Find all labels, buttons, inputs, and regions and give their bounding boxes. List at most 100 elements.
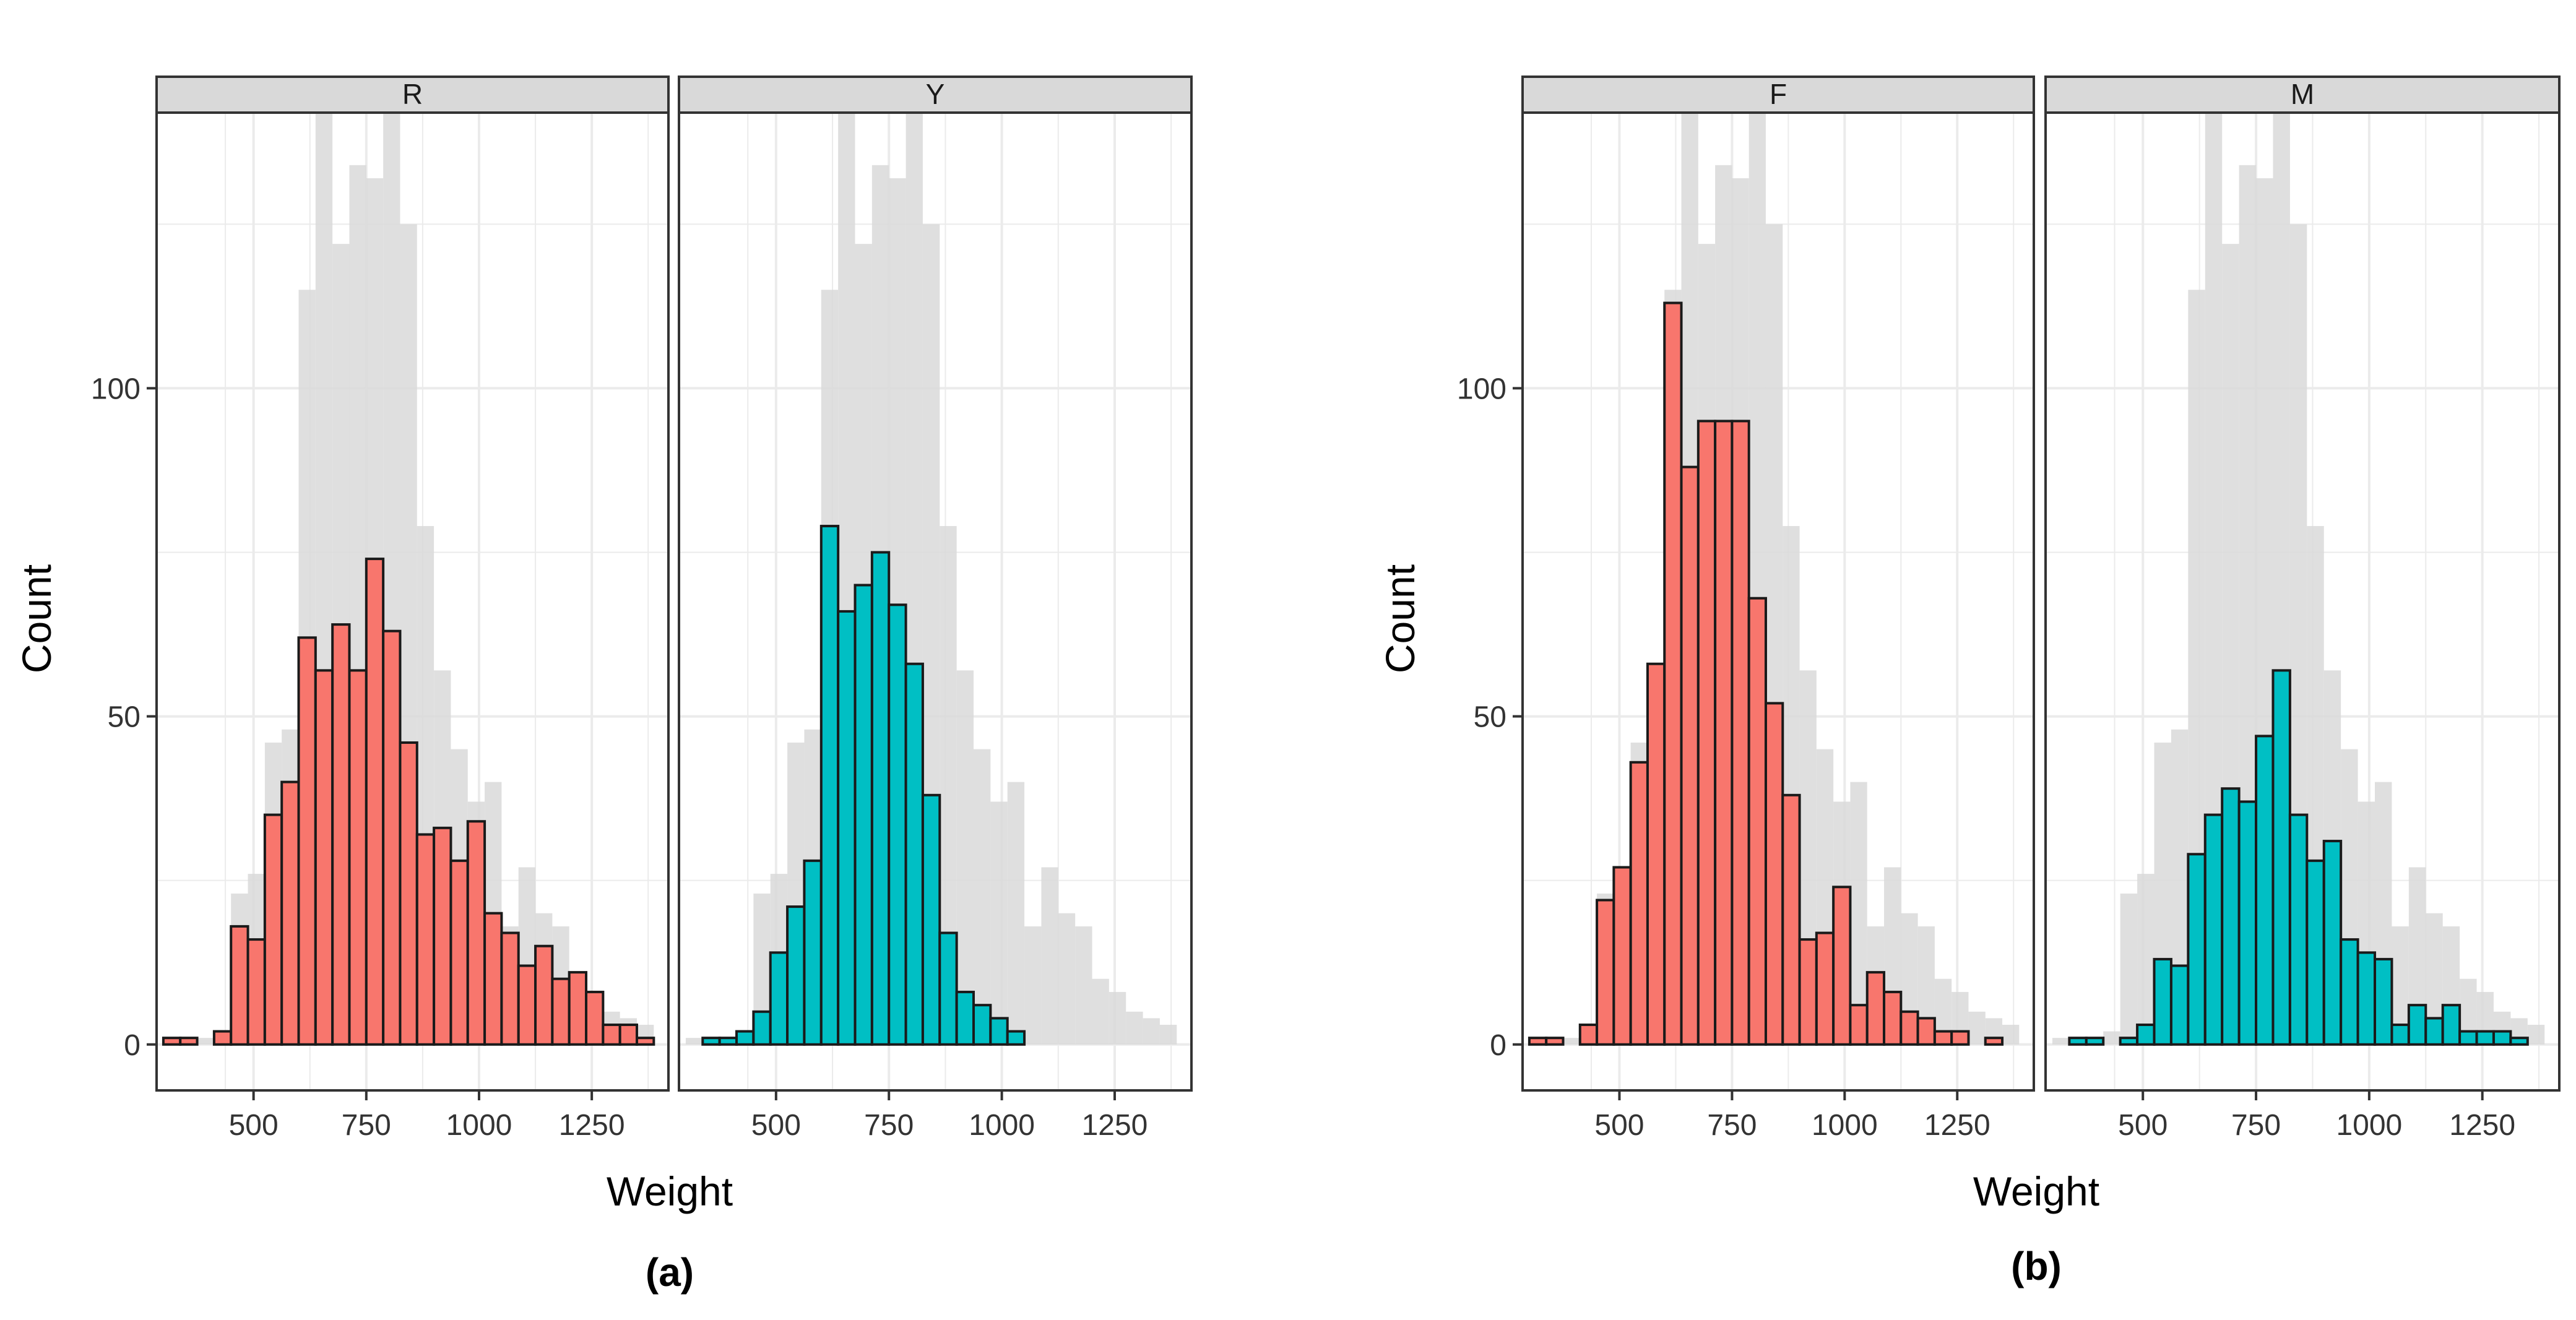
histogram-bar-r bbox=[230, 925, 249, 1046]
background-bar bbox=[974, 749, 991, 1045]
histogram-bar-y bbox=[938, 931, 958, 1046]
background-bar bbox=[1075, 926, 1092, 1045]
background-bar bbox=[1159, 1024, 1177, 1045]
histogram-bar-m bbox=[2187, 853, 2206, 1046]
histogram-bar-y bbox=[921, 793, 941, 1046]
facet-panel-Y: Y 500 750 1000 1250 bbox=[678, 75, 1193, 1142]
background-bar bbox=[1007, 782, 1025, 1045]
background-bar bbox=[2002, 1024, 2020, 1045]
figure-a: Count 0 50 100 R 500 750 1000 1250 Y 500 750 1000… bbox=[14, 75, 1193, 1295]
x-tick-label: 750 bbox=[864, 1109, 914, 1142]
histogram-bar-y bbox=[904, 662, 924, 1046]
histogram-bar-y bbox=[870, 551, 891, 1046]
histogram-bar-y bbox=[769, 951, 789, 1046]
histogram-bar-r bbox=[365, 558, 385, 1046]
histogram-bar-r bbox=[585, 990, 605, 1046]
histogram-bar-f bbox=[1612, 866, 1632, 1046]
y-axis-title-a: Count bbox=[14, 564, 59, 673]
histogram-bar-r bbox=[331, 623, 351, 1046]
figure-caption-a: (a) bbox=[646, 1250, 694, 1295]
facet-strip-label-m: M bbox=[2291, 78, 2314, 110]
histogram-bar-m bbox=[2237, 800, 2258, 1046]
histogram-bar-f bbox=[1764, 702, 1784, 1046]
histogram-bar-y bbox=[989, 1017, 1009, 1046]
background-bar bbox=[1850, 782, 1867, 1045]
histogram-bar-y bbox=[955, 990, 975, 1046]
histogram-bar-r bbox=[382, 629, 402, 1046]
histogram-bar-f bbox=[1528, 1037, 1548, 1046]
x-tick-label: 1000 bbox=[1812, 1109, 1878, 1142]
histogram-bar-m bbox=[2085, 1037, 2105, 1046]
histogram-bar-f bbox=[1815, 931, 1835, 1046]
histogram-bar-f bbox=[1731, 420, 1750, 1046]
histogram-bar-y bbox=[752, 1010, 772, 1046]
histogram-bar-m bbox=[2221, 787, 2241, 1046]
background-bar bbox=[1143, 1018, 1160, 1045]
facet-panel-R: R 500 750 1000 1250 bbox=[155, 75, 670, 1142]
background-bar bbox=[956, 670, 974, 1045]
x-tick-label: 500 bbox=[2118, 1109, 2168, 1142]
histogram-bar-m bbox=[2475, 1030, 2495, 1046]
x-tick-label: 750 bbox=[2231, 1109, 2281, 1142]
x-tick-label: 1250 bbox=[1082, 1109, 1148, 1142]
y-tick-label: 0 bbox=[124, 1029, 140, 1062]
histogram-bar-m bbox=[2153, 957, 2172, 1046]
x-tick-label: 1250 bbox=[1924, 1109, 1990, 1142]
x-tick-label: 1000 bbox=[446, 1109, 512, 1142]
y-tick-label: 100 bbox=[1457, 373, 1506, 405]
background-bar bbox=[1109, 991, 1126, 1045]
histogram-bar-r bbox=[500, 931, 520, 1046]
histogram-bar-f bbox=[1646, 662, 1666, 1046]
facet-strip-label-f: F bbox=[1770, 78, 1787, 110]
histogram-bar-f bbox=[1798, 938, 1818, 1046]
histogram-bar-f bbox=[1545, 1037, 1565, 1046]
facet-strip-label-r: R bbox=[402, 78, 423, 110]
x-tick-label: 750 bbox=[342, 1109, 391, 1142]
background-bar bbox=[1041, 867, 1058, 1045]
y-tick-labels-b: 0 50 100 bbox=[1457, 373, 1523, 1062]
x-tick-label: 1250 bbox=[2449, 1109, 2515, 1142]
y-tick-label: 50 bbox=[108, 701, 140, 734]
facet-strip-m bbox=[2044, 75, 2561, 114]
background-bar bbox=[197, 1038, 214, 1045]
histogram-bar-m bbox=[2288, 813, 2309, 1046]
histogram-bar-r bbox=[466, 820, 486, 1046]
histogram-bar-y bbox=[972, 1004, 992, 1046]
facet-panel-M: M 500 750 1000 1250 bbox=[2044, 75, 2561, 1142]
histogram-bar-f bbox=[1984, 1037, 2004, 1046]
histogram-bar-r bbox=[635, 1037, 655, 1046]
x-tick-label: 750 bbox=[1707, 1109, 1757, 1142]
background-bar bbox=[2052, 1038, 2070, 1045]
x-tick-label: 1250 bbox=[559, 1109, 625, 1142]
histogram-bar-m bbox=[2509, 1037, 2529, 1046]
background-bar bbox=[2103, 1031, 2120, 1045]
background-bar bbox=[2527, 1024, 2545, 1045]
x-tick-label: 500 bbox=[1594, 1109, 1644, 1142]
histogram-bar-r bbox=[602, 1023, 621, 1046]
y-axis-title-b: Count bbox=[1377, 564, 1423, 673]
background-bar bbox=[1563, 1038, 1580, 1045]
y-tick-label: 50 bbox=[1474, 701, 1506, 734]
facet-strip-label-y: Y bbox=[926, 78, 945, 110]
histogram-bar-r bbox=[399, 741, 418, 1046]
histogram-bar-r bbox=[534, 944, 554, 1046]
histogram-bar-r bbox=[162, 1037, 182, 1046]
histogram-bar-y bbox=[786, 905, 806, 1046]
histogram-bar-y bbox=[803, 859, 823, 1046]
histogram-bar-r bbox=[433, 826, 452, 1046]
background-bar bbox=[1968, 1011, 1986, 1045]
histogram-bar-y bbox=[1006, 1030, 1026, 1046]
x-axis-title-b: Weight bbox=[1973, 1168, 2099, 1214]
histogram-bar-y bbox=[735, 1030, 755, 1046]
background-bar bbox=[1024, 926, 1042, 1045]
histogram-bar-m bbox=[2136, 1023, 2156, 1046]
histogram-bar-f bbox=[1578, 1023, 1599, 1046]
histogram-bar-m bbox=[2255, 735, 2275, 1046]
facet-strip-y bbox=[678, 75, 1193, 114]
histogram-bar-m bbox=[2203, 813, 2224, 1046]
histogram-bar-f bbox=[1680, 465, 1700, 1046]
histogram-bar-f bbox=[1629, 761, 1649, 1046]
histogram-bar-m bbox=[2271, 669, 2291, 1046]
histogram-bar-m bbox=[2458, 1030, 2478, 1046]
